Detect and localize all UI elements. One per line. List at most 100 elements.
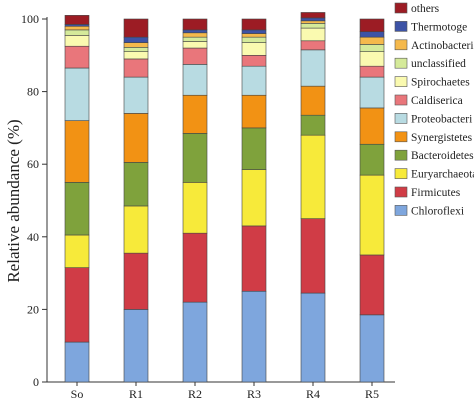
bar-segment-So-proteobacteria: [64, 67, 90, 121]
legend-label-chloroflexi: Chloroflexi: [411, 205, 464, 217]
bar-segment-R3-others: [241, 18, 267, 31]
bar-segment-R4-caldiserica: [300, 40, 326, 51]
y-tick-label: 20: [27, 302, 39, 316]
legend-swatch-others: [394, 2, 408, 14]
bar-segment-So-actinobacteria: [64, 25, 90, 31]
bar-segment-R4-chloroflexi: [300, 292, 326, 383]
bar-segment-R3-caldiserica: [241, 54, 267, 67]
bar-segment-R5-caldiserica: [359, 65, 385, 78]
x-tick-label: R3: [247, 387, 261, 401]
x-tick-label: So: [71, 387, 84, 401]
bar-segment-So-caldiserica: [64, 45, 90, 69]
bar-segment-R1-synergistetes: [123, 113, 149, 163]
bar-segment-R5-firmicutes: [359, 254, 385, 316]
legend-label-caldiserica: Caldiserica: [411, 95, 463, 107]
bar-segment-So-unclassified: [64, 29, 90, 36]
y-tick-label: 80: [27, 85, 39, 99]
y-tick-label: 100: [21, 12, 39, 26]
bar-segment-R5-actinobacteria: [359, 36, 385, 45]
bar-segment-R3-firmicutes: [241, 225, 267, 292]
legend-label-bacteroidetes: Bacteroidetes: [411, 150, 474, 162]
bar-segment-So-others: [64, 15, 90, 25]
bar-segment-R3-unclassified: [241, 36, 267, 43]
bar-segment-So-bacteroidetes: [64, 182, 90, 236]
legend-swatch-caldiserica: [394, 94, 408, 106]
bar-segment-R3-proteobacteria: [241, 65, 267, 96]
y-axis-label: Relative abundance (%): [4, 119, 23, 282]
legend-label-thermotoge: Thermotoge: [411, 21, 467, 33]
bar-segment-R4-proteobacteria: [300, 49, 326, 87]
legend-swatch-proteobacteria: [394, 113, 408, 124]
bar-segment-R1-thermotoge: [123, 36, 149, 43]
legend-swatch-euryarchaeota: [394, 168, 408, 179]
bar-segment-R1-others: [123, 18, 149, 38]
bar-segment-R5-chloroflexi: [359, 314, 385, 383]
legend-swatch-chloroflexi: [394, 205, 408, 216]
bar-segment-R3-bacteroidetes: [241, 127, 267, 170]
legend-label-euryarchaeota: Euryarchaeota: [411, 169, 474, 181]
bar-segment-So-chloroflexi: [64, 341, 90, 383]
bar-segment-R3-thermotoge: [241, 29, 267, 34]
bar-segment-R5-synergistetes: [359, 107, 385, 145]
bar-segment-So-firmicutes: [64, 267, 90, 343]
y-tick-label: 40: [27, 230, 39, 244]
legend-swatch-unclassified: [394, 57, 408, 69]
bar-segment-R3-actinobacteria: [241, 33, 267, 38]
legend-swatch-synergistetes: [394, 131, 408, 143]
x-tick-label: R1: [129, 387, 143, 401]
legend-label-actinobacteria: Actinobacteria: [411, 40, 474, 52]
bar-segment-R1-proteobacteria: [123, 76, 149, 114]
axes: 0 20 40 60 80 100 So R1 R2 R3 R4 R5: [21, 12, 395, 401]
bar-segment-R5-euryarchaeota: [359, 174, 385, 256]
legend-swatch-thermotoge: [394, 21, 408, 32]
bar-segment-R1-bacteroidetes: [123, 162, 149, 207]
bar-segment-R4-others: [300, 12, 326, 19]
bar-segment-R2-caldiserica: [182, 47, 208, 65]
bar-segment-R1-firmicutes: [123, 252, 149, 310]
bar-segment-R1-actinobacteria: [123, 42, 149, 48]
legend-label-proteobacteria: Proteobacteri: [411, 113, 472, 125]
bar-segment-R2-bacteroidetes: [182, 133, 208, 183]
bar-segment-R2-firmicutes: [182, 232, 208, 303]
bar-segment-R2-euryarchaeota: [182, 182, 208, 234]
bar-segment-R1-euryarchaeota: [123, 205, 149, 254]
bar-segment-R5-unclassified: [359, 44, 385, 52]
legend-swatch-bacteroidetes: [394, 149, 408, 161]
bar-segment-So-spirochaetes: [64, 35, 90, 47]
bar-segment-So-synergistetes: [64, 120, 90, 183]
bar-segment-R5-thermotoge: [359, 31, 385, 38]
bar-segment-R5-proteobacteria: [359, 76, 385, 109]
legend-swatch-firmicutes: [394, 186, 408, 198]
bar-segment-R4-unclassified: [300, 23, 326, 29]
bar-segment-R4-thermotoge: [300, 17, 326, 22]
y-tick-label: 60: [27, 157, 39, 171]
y-tick-label: 0: [33, 375, 39, 389]
bar-segment-R4-synergistetes: [300, 85, 326, 116]
bar-segment-R5-bacteroidetes: [359, 143, 385, 176]
bar-segment-R2-chloroflexi: [182, 301, 208, 383]
legend: others Thermotoge Actinobacteria unclassifi…: [394, 2, 474, 217]
legend-swatch-actinobacteria: [394, 39, 408, 51]
bar-segment-R5-others: [359, 18, 385, 33]
legend-label-synergistetes: Synergistetes: [411, 132, 473, 144]
legend-label-others: others: [411, 3, 440, 15]
x-tick-label: R4: [306, 387, 320, 401]
bars: [64, 12, 385, 383]
bar-segment-R3-spirochaetes: [241, 42, 267, 56]
bar-segment-R4-firmicutes: [300, 218, 326, 294]
legend-label-spirochaetes: Spirochaetes: [411, 77, 470, 89]
legend-label-unclassified: unclassified: [411, 58, 466, 70]
x-tick-label: R5: [365, 387, 379, 401]
bar-segment-R2-actinobacteria: [182, 32, 208, 38]
bar-segment-R2-unclassified: [182, 36, 208, 42]
bar-segment-R2-synergistetes: [182, 94, 208, 134]
bar-segment-R1-unclassified: [123, 47, 149, 52]
bar-segment-R2-spirochaetes: [182, 41, 208, 49]
x-tick-label: R2: [188, 387, 202, 401]
bar-segment-R1-caldiserica: [123, 58, 149, 78]
bar-segment-So-euryarchaeota: [64, 234, 90, 268]
bar-segment-R2-thermotoge: [182, 29, 208, 34]
bar-segment-R3-synergistetes: [241, 94, 267, 129]
